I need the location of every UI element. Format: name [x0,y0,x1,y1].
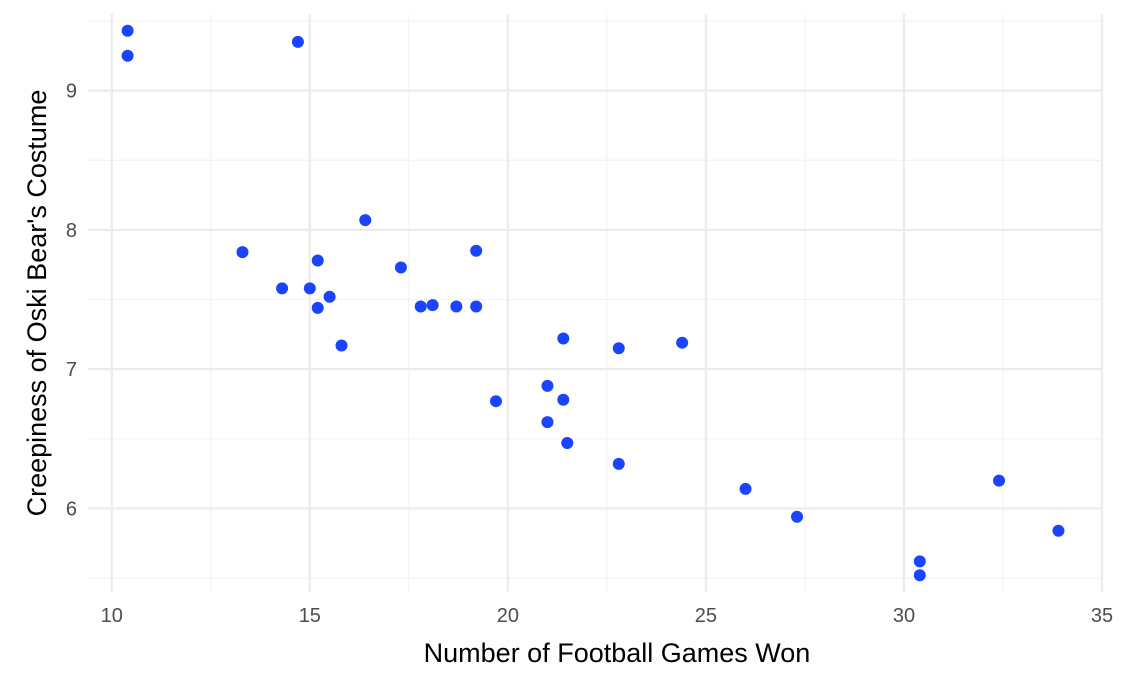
data-point [426,299,439,312]
data-point [359,214,372,227]
data-point [121,49,134,62]
data-point [739,482,752,495]
data-point [121,24,134,37]
data-point [541,416,554,429]
data-point [541,379,554,392]
data-point [612,342,625,355]
x-tick-label: 25 [695,605,717,627]
data-point [557,332,570,345]
x-tick-label: 20 [497,605,519,627]
y-tick-label: 7 [66,359,77,381]
data-point [470,244,483,257]
data-point [913,555,926,568]
y-tick-label: 6 [66,498,77,520]
data-point [561,436,574,449]
data-point [414,300,427,313]
tick-labels: 10 15 20 25 30 35 6 7 8 9 [66,81,1113,627]
data-point [311,254,324,267]
data-point [993,474,1006,487]
data-point [676,336,689,349]
y-axis-title: Creepiness of Oski Bear's Costume [22,90,52,517]
data-point [1052,524,1065,537]
data-point [612,457,625,470]
data-point [557,393,570,406]
x-tick-label: 30 [893,605,915,627]
x-tick-label: 15 [299,605,321,627]
data-point [913,569,926,582]
data-point [291,35,304,48]
data-point [394,261,407,274]
x-tick-label: 35 [1091,605,1113,627]
y-tick-label: 9 [66,81,77,103]
data-point [323,290,336,303]
x-tick-label: 10 [101,605,123,627]
data-point [303,282,316,295]
data-point [335,339,348,352]
data-point [470,300,483,313]
data-point [450,300,463,313]
data-point [236,246,249,259]
data-point [489,395,502,408]
y-tick-label: 8 [66,220,77,242]
grid [88,14,1104,592]
data-point [276,282,289,295]
data-point [791,510,804,523]
data-point [311,301,324,314]
data-points [121,24,1065,582]
x-axis-title: Number of Football Games Won [424,638,811,668]
